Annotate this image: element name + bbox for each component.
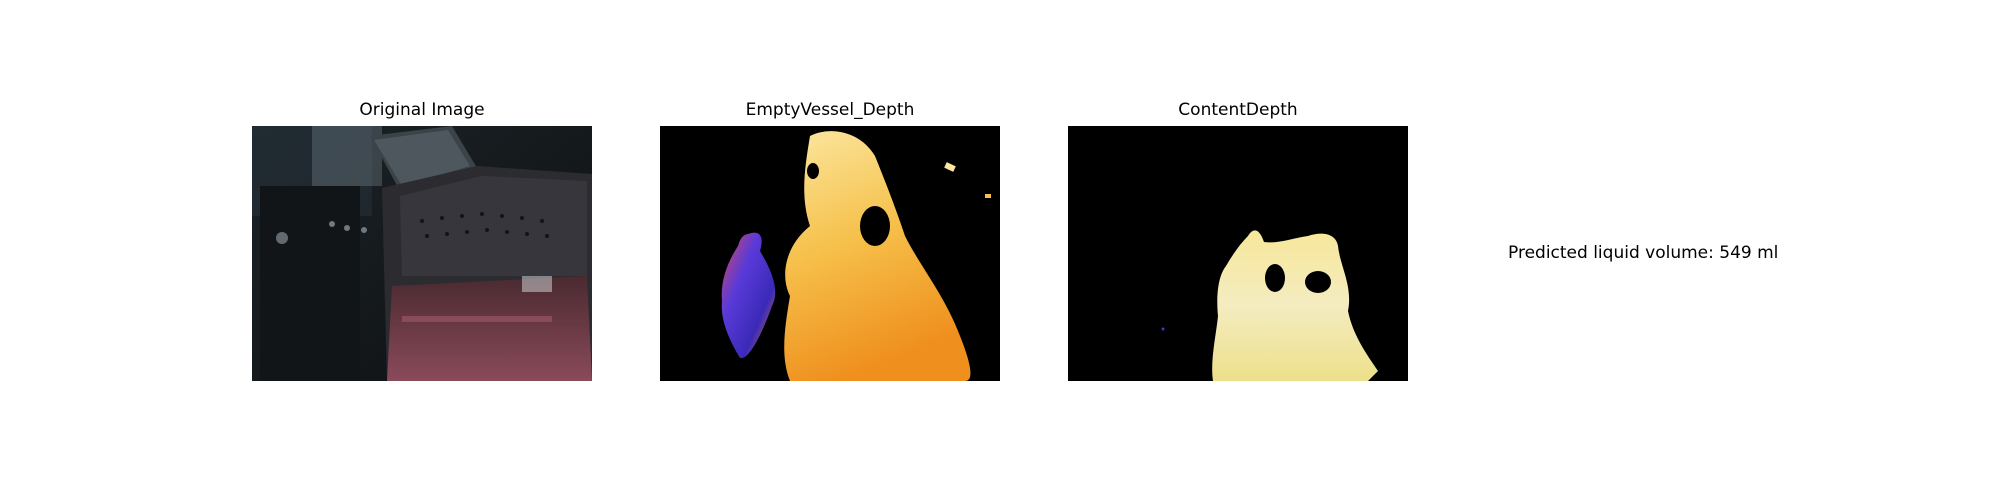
empty-vessel-depth-map bbox=[660, 126, 1000, 381]
original-image bbox=[252, 126, 592, 381]
content-depth-map bbox=[1068, 126, 1408, 381]
predicted-volume-text: Predicted liquid volume: 549 ml bbox=[1508, 243, 1779, 263]
empty-vessel-depth-title: EmptyVessel_Depth bbox=[745, 100, 915, 120]
content-depth-title: ContentDepth bbox=[1178, 100, 1298, 120]
original-image-title: Original Image bbox=[359, 100, 485, 120]
